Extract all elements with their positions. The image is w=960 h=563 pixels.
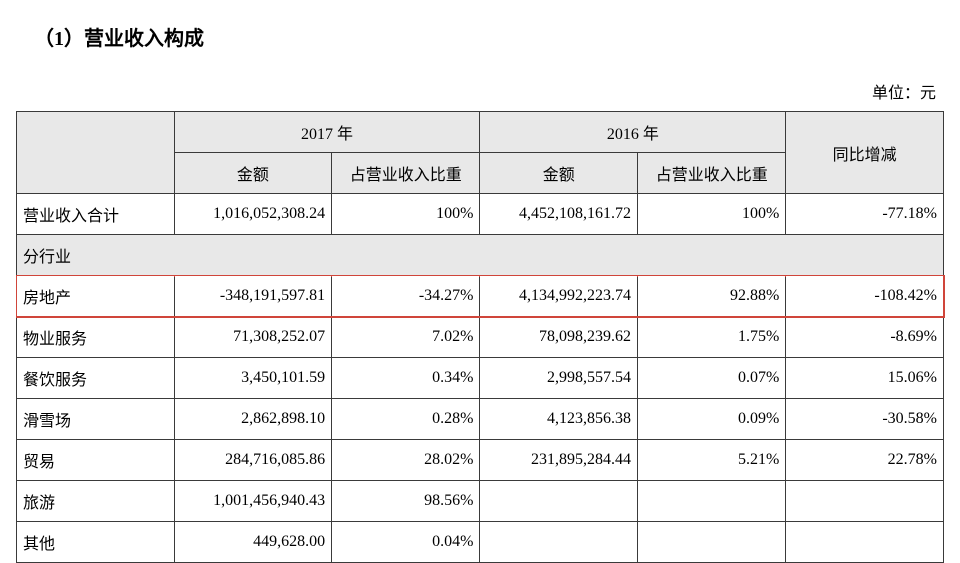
cell-yoy: 15.06% (786, 358, 944, 399)
cell-pct-2016: 0.09% (638, 399, 786, 440)
cell-label: 贸易 (17, 440, 175, 481)
cell-amt-2017: 1,016,052,308.24 (174, 194, 332, 235)
cell-amt-2017: 3,450,101.59 (174, 358, 332, 399)
th-pct-2016: 占营业收入比重 (638, 153, 786, 194)
cell-label: 滑雪场 (17, 399, 175, 440)
unit-label: 单位：元 (16, 79, 936, 103)
cell-amt-2016: 4,452,108,161.72 (480, 194, 638, 235)
cell-amt-2017: 2,862,898.10 (174, 399, 332, 440)
th-pct-2017: 占营业收入比重 (332, 153, 480, 194)
cell-amt-2016: 2,998,557.54 (480, 358, 638, 399)
cell-amt-2017: 71,308,252.07 (174, 317, 332, 358)
cell-amt-2016: 4,123,856.38 (480, 399, 638, 440)
cell-amt-2016: 231,895,284.44 (480, 440, 638, 481)
total-row: 营业收入合计 1,016,052,308.24 100% 4,452,108,1… (17, 194, 944, 235)
th-2017: 2017 年 (174, 112, 480, 153)
cell-pct-2017: 0.04% (332, 522, 480, 563)
cell-yoy (786, 522, 944, 563)
cell-label: 物业服务 (17, 317, 175, 358)
th-blank (17, 112, 175, 194)
cell-amt-2016 (480, 481, 638, 522)
cell-amt-2017: 284,716,085.86 (174, 440, 332, 481)
cell-pct-2017: 7.02% (332, 317, 480, 358)
cell-pct-2016: 92.88% (638, 276, 786, 317)
th-amount-2016: 金额 (480, 153, 638, 194)
cell-amt-2017: 449,628.00 (174, 522, 332, 563)
table-row: 滑雪场2,862,898.100.28%4,123,856.380.09%-30… (17, 399, 944, 440)
cell-amt-2016 (480, 522, 638, 563)
cell-pct-2017: 0.28% (332, 399, 480, 440)
cell-yoy (786, 481, 944, 522)
cell-yoy: 22.78% (786, 440, 944, 481)
cell-pct-2016: 100% (638, 194, 786, 235)
table-row: 其他449,628.000.04% (17, 522, 944, 563)
cell-pct-2016 (638, 522, 786, 563)
cell-label: 其他 (17, 522, 175, 563)
cell-amt-2017: -348,191,597.81 (174, 276, 332, 317)
th-yoy: 同比增减 (786, 112, 944, 194)
table-row: 旅游1,001,456,940.4398.56% (17, 481, 944, 522)
cell-label: 餐饮服务 (17, 358, 175, 399)
cell-yoy: -77.18% (786, 194, 944, 235)
cell-pct-2016: 0.07% (638, 358, 786, 399)
cell-pct-2016 (638, 481, 786, 522)
cell-pct-2017: 28.02% (332, 440, 480, 481)
th-2016: 2016 年 (480, 112, 786, 153)
cell-pct-2017: 98.56% (332, 481, 480, 522)
cell-pct-2017: -34.27% (332, 276, 480, 317)
cell-amt-2016: 78,098,239.62 (480, 317, 638, 358)
cell-label: 旅游 (17, 481, 175, 522)
table-row: 餐饮服务3,450,101.590.34%2,998,557.540.07%15… (17, 358, 944, 399)
cell-yoy: -108.42% (786, 276, 944, 317)
section-row: 分行业 (17, 235, 944, 276)
cell-pct-2016: 1.75% (638, 317, 786, 358)
table-row: 房地产-348,191,597.81-34.27%4,134,992,223.7… (17, 276, 944, 317)
cell-label: 营业收入合计 (17, 194, 175, 235)
cell-pct-2017: 0.34% (332, 358, 480, 399)
cell-pct-2017: 100% (332, 194, 480, 235)
th-amount-2017: 金额 (174, 153, 332, 194)
cell-amt-2017: 1,001,456,940.43 (174, 481, 332, 522)
cell-amt-2016: 4,134,992,223.74 (480, 276, 638, 317)
table-row: 物业服务71,308,252.077.02%78,098,239.621.75%… (17, 317, 944, 358)
section-title: （1）营业收入构成 (34, 22, 944, 51)
cell-yoy: -8.69% (786, 317, 944, 358)
revenue-table: 2017 年 2016 年 同比增减 金额 占营业收入比重 金额 占营业收入比重… (16, 111, 944, 563)
cell-pct-2016: 5.21% (638, 440, 786, 481)
section-label: 分行业 (17, 235, 944, 276)
table-row: 贸易284,716,085.8628.02%231,895,284.445.21… (17, 440, 944, 481)
cell-yoy: -30.58% (786, 399, 944, 440)
cell-label: 房地产 (17, 276, 175, 317)
